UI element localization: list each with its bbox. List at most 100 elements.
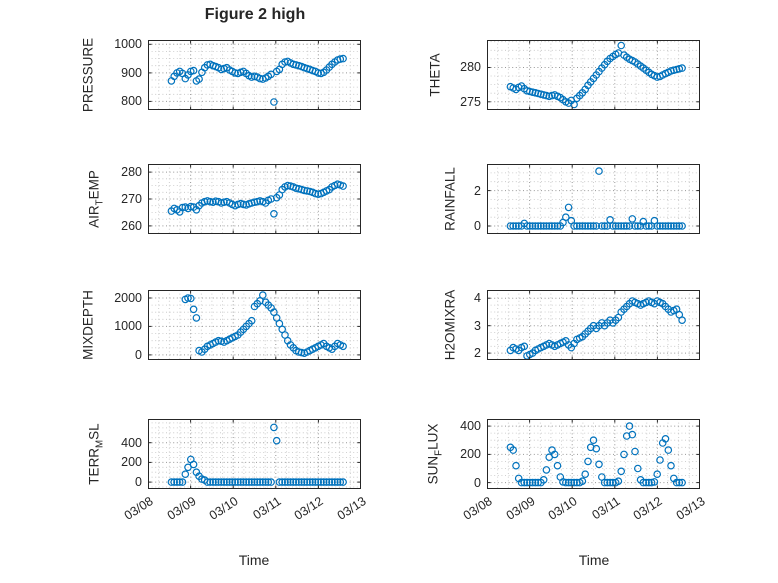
y-axis-label-TERR_MSL: TERRMSL (86, 423, 105, 484)
scatter-marker (542, 466, 551, 474)
scatter-marker (319, 478, 328, 486)
scatter-marker (528, 222, 537, 230)
scatter-marker (562, 213, 570, 222)
scatter-marker (203, 478, 212, 486)
scatter-marker (658, 222, 667, 230)
y-tick-label: 2 (474, 183, 481, 198)
scatter-marker (270, 209, 278, 218)
y-tick-label: 0 (135, 475, 142, 490)
scatter-marker (609, 478, 617, 487)
y-tick-label: 260 (121, 218, 142, 233)
scatter-marker (270, 423, 278, 432)
scatter-marker (506, 222, 515, 230)
y-axis-label-SUN_FLUX: SUNFLUX (425, 424, 444, 485)
scatter-marker (236, 478, 245, 486)
scatter-marker (562, 478, 570, 487)
scatter-marker (300, 478, 309, 486)
scatter-marker (578, 222, 587, 230)
scatter-marker (314, 69, 323, 77)
scatter-marker (250, 198, 259, 207)
y-tick-label: 2000 (114, 290, 142, 305)
scatter-marker (520, 478, 529, 487)
scatter-marker (217, 478, 226, 486)
scatter-marker (539, 222, 548, 230)
scatter-marker (286, 478, 295, 486)
scatter-marker (189, 460, 198, 469)
scatter-marker (264, 478, 273, 486)
scatter-marker (231, 478, 239, 486)
scatter-marker (628, 215, 637, 223)
y-tick-label: 280 (460, 60, 481, 75)
scatter-marker (339, 182, 347, 190)
scatter-marker (175, 478, 184, 486)
scatter-marker (667, 461, 675, 470)
scatter-marker (247, 316, 256, 325)
scatter-marker (178, 203, 187, 212)
tick-marks (487, 40, 700, 110)
plot-area-PRESSURE (148, 40, 361, 110)
scatter-marker (537, 222, 545, 230)
tick-marks (148, 419, 361, 489)
scatter-marker (314, 478, 323, 486)
scatter-marker (214, 478, 223, 486)
scatter-marker (250, 478, 259, 486)
scatter-marker (308, 478, 317, 486)
scatter-marker (300, 186, 309, 195)
y-tick-label: 800 (121, 94, 142, 109)
scatter-marker (634, 464, 642, 473)
y-tick-label: 0 (474, 475, 481, 490)
scatter-marker (600, 478, 609, 487)
axes-box (487, 290, 700, 360)
scatter-marker (289, 478, 298, 486)
scatter-marker (675, 478, 684, 487)
scatter-marker (256, 478, 264, 486)
scatter-marker (661, 222, 670, 230)
scatter-marker (272, 436, 281, 445)
y-tick-label: 200 (460, 447, 481, 462)
scatter-marker (534, 222, 542, 230)
plot-area-RAINFALL (487, 164, 700, 234)
axes-box (487, 164, 700, 234)
tick-marks (487, 164, 700, 234)
scatter-marker (245, 478, 253, 486)
scatter-marker (339, 54, 347, 63)
scatter-marker (606, 478, 614, 487)
figure-title: Figure 2 high (204, 6, 306, 23)
y-axis-label-PRESSURE: PRESSURE (81, 38, 96, 112)
y-tick-label: 275 (460, 94, 481, 109)
scatter-marker (328, 478, 336, 486)
scatter-marker (584, 222, 592, 230)
scatter-marker (661, 434, 670, 443)
scatter-marker (211, 478, 220, 486)
scatter-marker (628, 430, 637, 439)
scatter-series (167, 423, 347, 486)
scatter-marker (550, 222, 559, 230)
scatter-marker (170, 478, 179, 486)
scatter-marker (517, 478, 526, 487)
scatter-marker (678, 478, 686, 487)
y-axis-label-H2OMIXRA: H2OMIXRA (442, 290, 457, 361)
scatter-marker (570, 222, 578, 230)
axes-box (148, 419, 361, 489)
x-axis-title-right: Time (578, 552, 610, 568)
scatter-series (506, 422, 686, 487)
y-tick-label: 2 (474, 346, 481, 361)
scatter-marker (586, 222, 595, 230)
scatter-marker (261, 478, 270, 486)
scatter-marker (331, 478, 339, 486)
scatter-marker (167, 478, 176, 486)
scatter-marker (625, 422, 634, 430)
scatter-marker (256, 74, 264, 83)
scatter-marker (570, 478, 578, 487)
scatter-marker (278, 478, 287, 486)
scatter-marker (603, 478, 612, 487)
scatter-marker (575, 222, 584, 230)
plot-area-MIXDEPTH (148, 290, 361, 360)
y-tick-label: 3 (474, 318, 481, 333)
scatter-marker (553, 222, 562, 230)
scatter-marker (664, 222, 673, 230)
scatter-marker (206, 478, 215, 486)
y-axis-label-AIR_TEMP: AIRTEMP (86, 170, 105, 228)
scatter-marker (550, 450, 559, 459)
scatter-marker (600, 222, 609, 230)
